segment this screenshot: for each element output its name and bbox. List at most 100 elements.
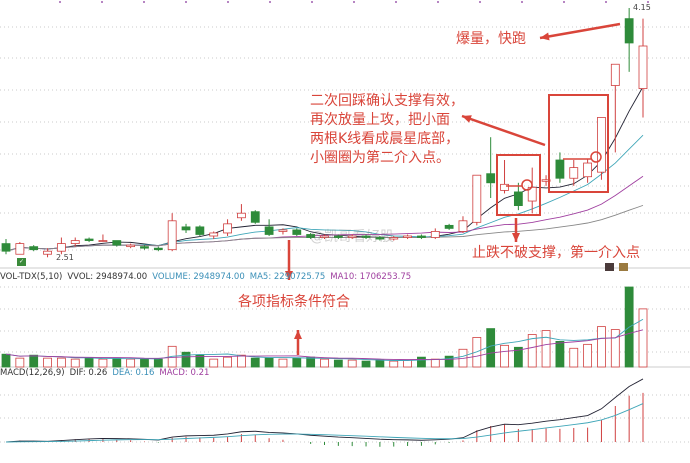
vvol-value: VVOL: 2948974.00 [67,272,148,282]
ma10-value: MA10: 1706253.75 [330,272,412,282]
grid-dot [479,1,481,3]
candle-down [264,226,274,235]
volume-bar [70,358,80,368]
candle-down [375,237,385,240]
candle-up [403,235,412,238]
volume-bar [389,360,399,368]
first-entry-box [496,154,541,216]
volume-bar [347,359,357,368]
volume-bar [417,356,426,368]
volume-bar [29,354,39,368]
volume-bar [250,357,260,368]
candle-down [250,211,260,223]
candle-up [458,220,468,232]
dea-line [5,403,644,443]
annotation-line: 再次放量上攻，把小面 [310,112,450,128]
ma5-value: MA5: 2290725.75 [249,272,326,282]
low-price-label: 2.51 [56,253,74,262]
volume-bar [98,358,108,368]
candle-down [513,191,523,206]
candle-up [126,244,136,248]
grid-dot [521,1,523,3]
candle-up [223,223,232,234]
annotation-line: 两根K线看成晨星底部， [310,131,460,147]
candle-up [70,240,80,244]
volume-bar [541,330,551,368]
check-icon: ✓ [17,258,26,266]
candle-up [320,235,329,238]
candle-up [597,117,606,173]
candle-down [292,229,302,235]
grid-dot [437,1,439,3]
candle-down [195,226,205,235]
volume-bar [153,358,163,368]
grid-dot [311,1,313,3]
volume-bar [444,355,454,368]
volume-bar [264,357,274,368]
dif-value: DIF: 0.26 [69,368,108,378]
volume-bar [320,358,329,368]
candle-down [1,243,11,252]
volume-ma10-line [5,329,644,361]
candle-up [389,237,399,240]
candle-up [278,229,288,232]
dif-line [5,378,644,443]
grid-dot [185,1,187,3]
volume-bar [569,347,579,368]
candle-down [153,247,163,251]
grid-dot [59,1,61,3]
candle-down [112,240,122,246]
annotation-top: 爆量，快跑 [456,31,526,47]
signal-badge-icon [605,263,614,271]
volume-bar [278,358,288,368]
candle-up [472,174,482,223]
candle-down [624,18,634,44]
arrow-sell-head [540,32,550,41]
watermark: @凯哥看好股 [310,229,394,245]
volume-bar [375,359,385,368]
candle-down [361,235,371,238]
volume-bar [597,326,606,368]
arrow-second-entry [461,114,546,147]
candle-up [638,45,648,89]
candle-up [43,250,52,255]
arrow-volume-panel-head [294,330,302,339]
candle-up [167,220,177,251]
volume-bar [638,308,648,368]
annotation-first-entry: 止跌不破支撑，第一介入点 [472,245,640,261]
volume-bar [555,340,565,368]
grid-dot [353,1,355,3]
volume-bar [361,360,371,368]
volume-bar [181,351,191,368]
candle-down [417,235,426,238]
volume-value: VOLUME: 2948974.00 [152,272,245,282]
candle-up [347,235,357,238]
candle-down [140,246,149,249]
arrow-first-entry-head [512,233,520,242]
volume-bar [610,329,620,368]
candle-up [430,231,440,238]
volume-bar [486,328,496,368]
candle-up [237,212,246,219]
volume-bar [583,343,593,368]
volume-bar [209,358,219,368]
volume-bar [1,353,11,368]
volume-bar [292,357,302,368]
candle-down [486,173,496,184]
candle-up [569,167,579,179]
volume-bar [430,358,440,368]
volume-bar [15,357,25,368]
candle-down [181,226,191,231]
candle-down [444,224,454,229]
annotation-middle: 二次回踩确认支撑有效， 再次放量上攻，把小面 两根K线看成晨星底部， 小圈圈为第… [310,92,464,168]
annotation-indicators: 各项指标条件符合 [238,294,350,310]
volume-bar [333,359,343,368]
second-entry-circle [590,151,602,163]
candle-up [583,162,593,178]
volume-bar [140,358,149,368]
volume-bar [84,357,94,368]
high-price-label: 4.15 [633,3,651,12]
volume-bar [223,356,232,368]
candle-down [333,235,343,238]
volume-bar [500,344,509,368]
